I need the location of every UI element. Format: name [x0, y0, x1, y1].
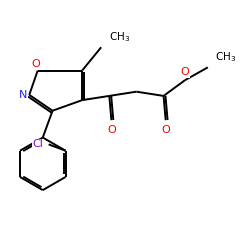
Text: N: N	[19, 90, 27, 100]
Text: CH$_3$: CH$_3$	[108, 30, 130, 44]
Text: O: O	[161, 126, 170, 136]
Text: O: O	[107, 126, 116, 136]
Text: O: O	[180, 67, 189, 77]
Text: Cl: Cl	[32, 139, 43, 149]
Text: O: O	[31, 59, 40, 69]
Text: CH$_3$: CH$_3$	[215, 50, 236, 64]
